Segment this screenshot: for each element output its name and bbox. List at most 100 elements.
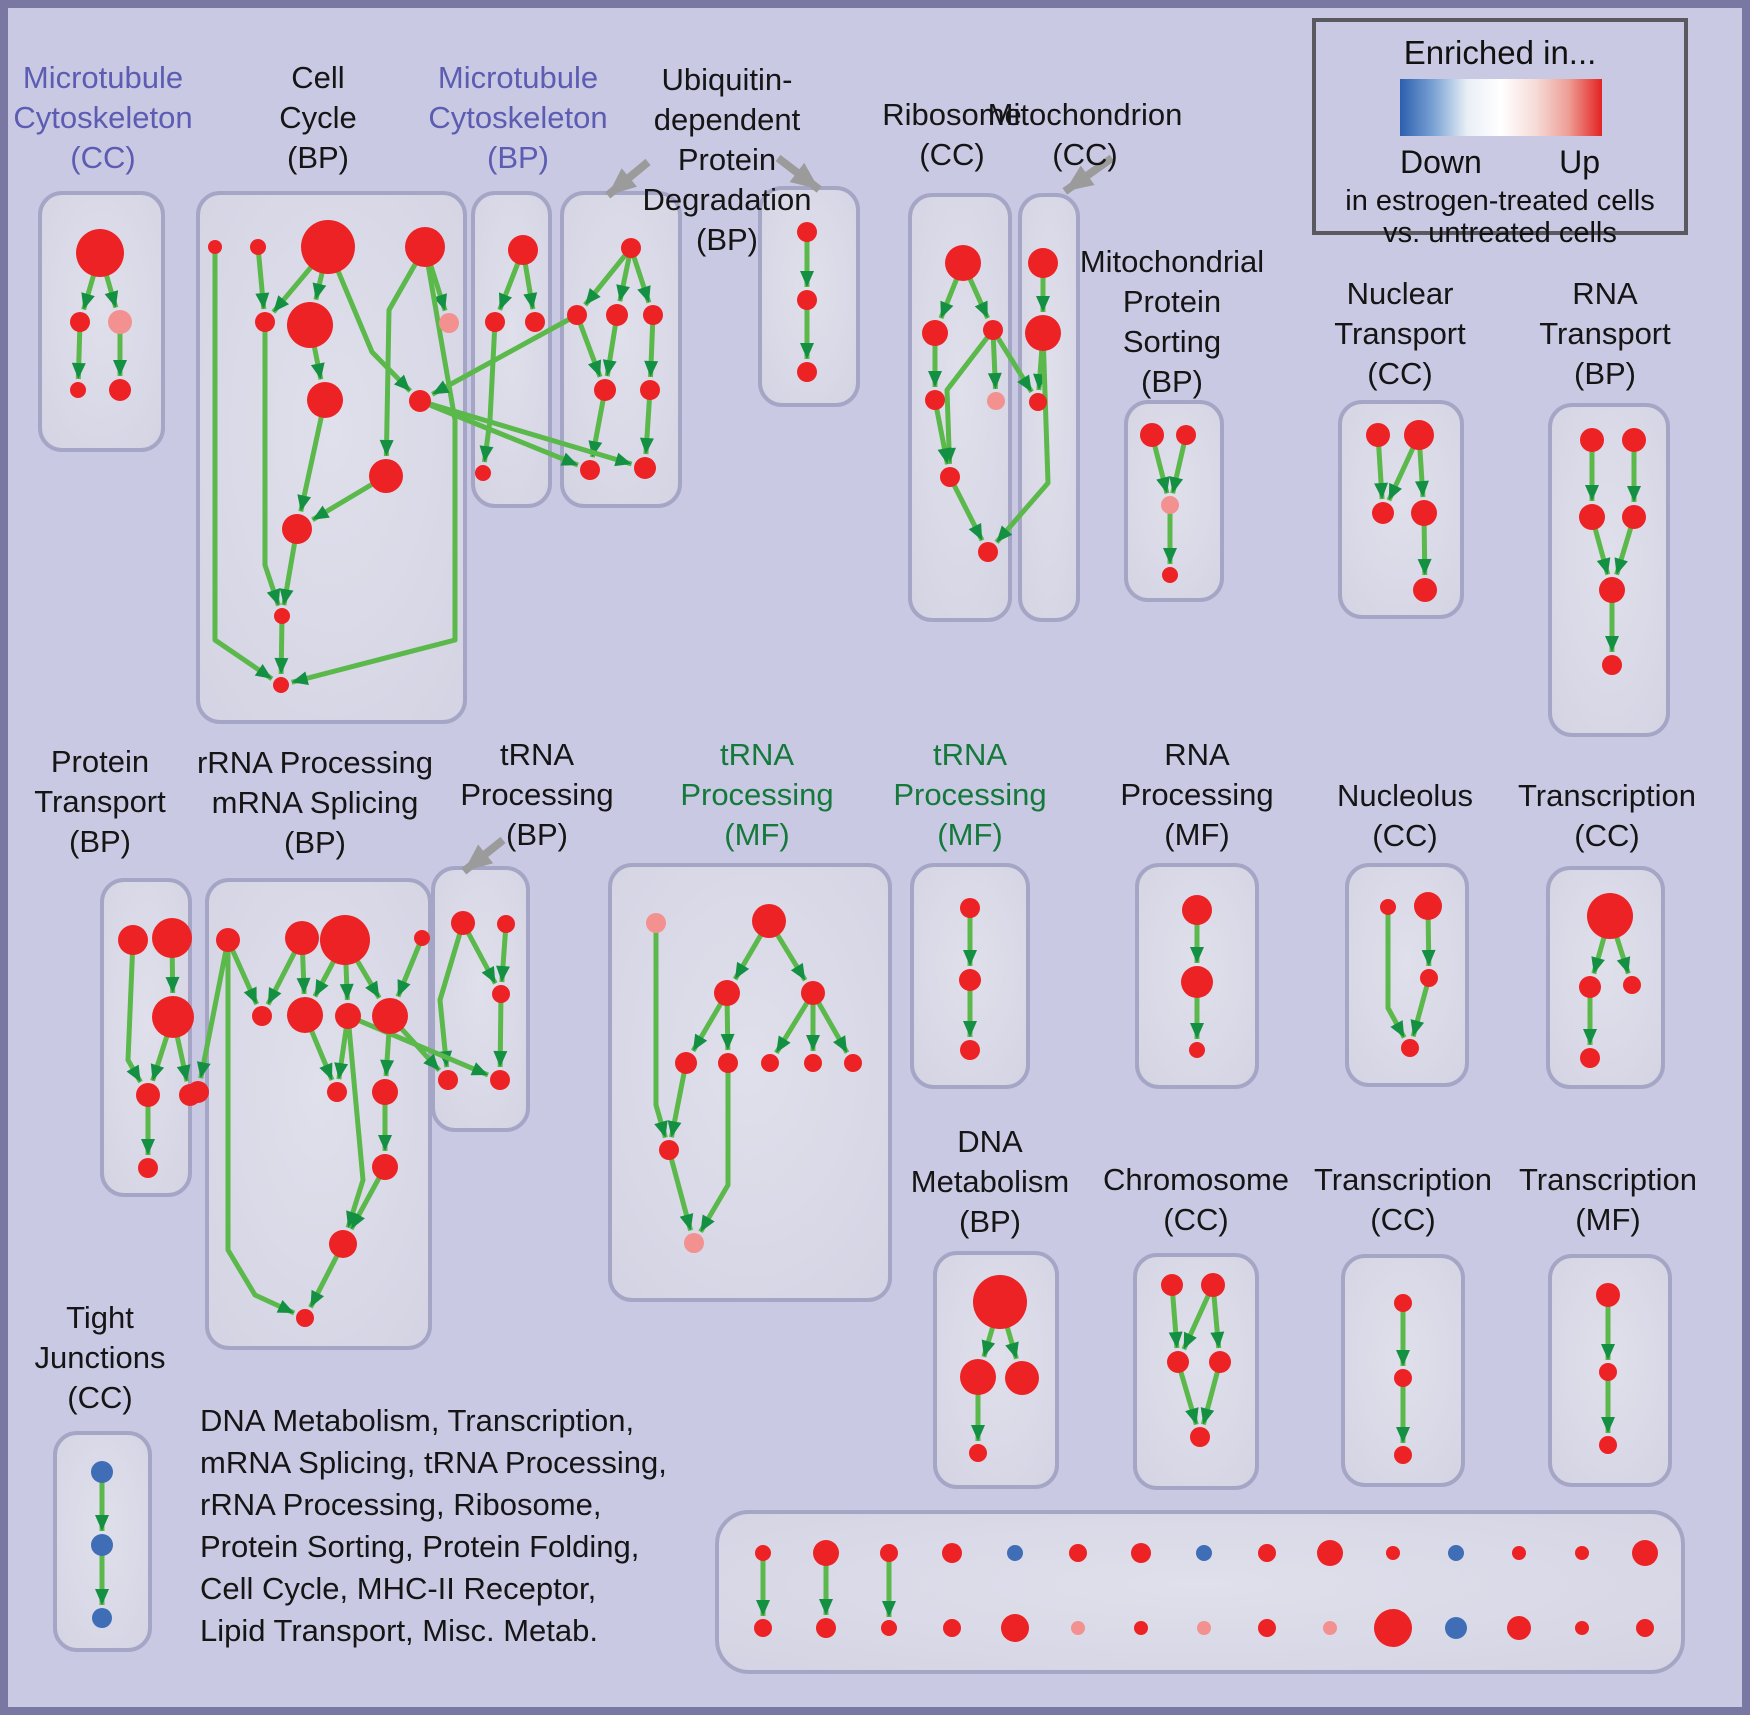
go-term-node: [438, 1070, 458, 1090]
go-term-node: [250, 239, 266, 255]
group-box-chromosome: [1133, 1253, 1259, 1490]
go-term-node: [752, 904, 786, 938]
layer-labels: Microtubule Cytoskeleton (CC) Cell Cycle (BP)…: [13, 60, 1697, 1415]
go-term-node: [643, 305, 663, 325]
go-term-node: [880, 1544, 898, 1562]
go-term-node: [659, 1140, 679, 1160]
go-term-node: [1005, 1361, 1039, 1395]
group-label-trna-bp: tRNA Processing (BP): [460, 737, 613, 852]
go-term-node: [1196, 1545, 1212, 1561]
go-term-node: [76, 229, 124, 277]
go-term-node: [1632, 1540, 1658, 1566]
go-term-node: [1167, 1351, 1189, 1373]
cross-edge-arrow: [994, 332, 1051, 544]
go-term-node: [1386, 1546, 1400, 1560]
go-term-node: [216, 928, 240, 952]
go-term-node: [287, 997, 323, 1033]
group-label-rna-processing-mf: RNA Processing (MF): [1120, 737, 1273, 852]
edge-arrow: [574, 314, 603, 378]
go-term-node: [327, 1082, 347, 1102]
go-term-node: [1071, 1621, 1085, 1635]
go-term-node: [497, 915, 515, 933]
edge-arrow: [947, 475, 985, 542]
go-term-node: [1162, 567, 1178, 583]
go-term-node: [287, 302, 333, 348]
go-term-node: [1069, 1544, 1087, 1562]
misc-caption-line: Protein Sorting, Protein Folding,: [200, 1529, 640, 1564]
edge-arrow: [666, 1149, 694, 1232]
legend: Enriched in... Down Up in estrogen-treat…: [1312, 18, 1688, 249]
go-term-node: [1575, 1546, 1589, 1560]
group-label-mitochondrion: Mitochondrion (CC): [988, 97, 1183, 172]
go-term-node: [1602, 655, 1622, 675]
edge-arrow: [297, 399, 328, 512]
edge-arrow: [644, 314, 659, 378]
go-term-node: [508, 235, 538, 265]
cross-edge-arrow: [990, 328, 1034, 394]
legend-subtitle-1: in estrogen-treated cells: [1345, 185, 1655, 217]
go-term-node: [273, 677, 289, 693]
cross-edge-arrow: [419, 398, 579, 468]
go-term-node: [1134, 1621, 1148, 1635]
group-label-rna-transport: RNA Transport (BP): [1539, 276, 1671, 391]
legend-gradient-bar: [1400, 79, 1602, 136]
group-box-protein-transport: [100, 878, 192, 1197]
go-term-node: [797, 222, 817, 242]
misc-caption-line: Lipid Transport, Misc. Metab.: [200, 1613, 598, 1648]
group-box-nuclear-transport: [1338, 400, 1464, 619]
go-term-node: [1420, 969, 1438, 987]
go-term-node: [451, 911, 475, 935]
go-term-node: [1190, 1427, 1210, 1447]
label-pointer-arrow: [461, 836, 506, 875]
go-term-node: [136, 1083, 160, 1107]
misc-cluster-caption: DNA Metabolism, Transcription, mRNA Spli…: [200, 1400, 667, 1652]
group-box-rrna: [205, 878, 432, 1350]
go-term-node: [1599, 577, 1625, 603]
go-term-node: [640, 380, 660, 400]
go-term-node: [1323, 1621, 1337, 1635]
edge-arrow: [262, 322, 281, 607]
go-term-node: [525, 312, 545, 332]
go-term-node: [1131, 1543, 1151, 1563]
go-term-node: [755, 1545, 771, 1561]
go-term-node: [1317, 1540, 1343, 1566]
legend-subtitle-2: vs. untreated cells: [1383, 217, 1617, 249]
go-term-node: [1380, 899, 1396, 915]
group-box-microtubule-cc: [38, 191, 165, 452]
go-term-node: [1394, 1294, 1412, 1312]
go-term-node: [718, 1053, 738, 1073]
go-term-node: [282, 514, 312, 544]
go-term-node: [714, 980, 740, 1006]
group-box-mitochondrion: [1018, 193, 1080, 622]
go-term-node: [1007, 1545, 1023, 1561]
group-label-rrna: rRNA Processing mRNA Splicing (BP): [197, 745, 433, 860]
legend-title: Enriched in...: [1403, 34, 1597, 71]
go-term-node: [943, 1619, 961, 1637]
go-term-node: [621, 238, 641, 258]
go-term-node: [1181, 966, 1213, 998]
go-term-node: [1401, 1039, 1419, 1057]
go-term-node: [881, 1620, 897, 1636]
edge-arrow: [274, 615, 289, 675]
go-term-node: [1579, 504, 1605, 530]
go-term-node: [1258, 1619, 1276, 1637]
group-label-trna-mf-1: tRNA Processing (MF): [680, 737, 833, 852]
group-label-cell-cycle: Cell Cycle (BP): [279, 60, 357, 175]
group-label-chromosome: Chromosome (CC): [1103, 1162, 1289, 1237]
go-term-node: [414, 930, 430, 946]
group-label-ribosome: Ribosome (CC): [882, 97, 1022, 172]
cross-edge-arrow: [419, 398, 633, 467]
go-term-node: [1411, 500, 1437, 526]
edge-arrow: [1410, 977, 1432, 1038]
label-pointer-arrow: [605, 158, 651, 199]
go-term-node: [1414, 892, 1442, 920]
edge-arrow: [212, 247, 274, 681]
edge-arrow: [225, 940, 296, 1316]
go-term-node: [485, 312, 505, 332]
group-label-nuclear-transport: Nuclear Transport (CC): [1334, 276, 1466, 391]
edge-arrow: [291, 246, 458, 686]
go-term-node: [492, 985, 510, 1003]
go-term-node: [118, 925, 148, 955]
go-term-node: [1580, 1048, 1600, 1068]
